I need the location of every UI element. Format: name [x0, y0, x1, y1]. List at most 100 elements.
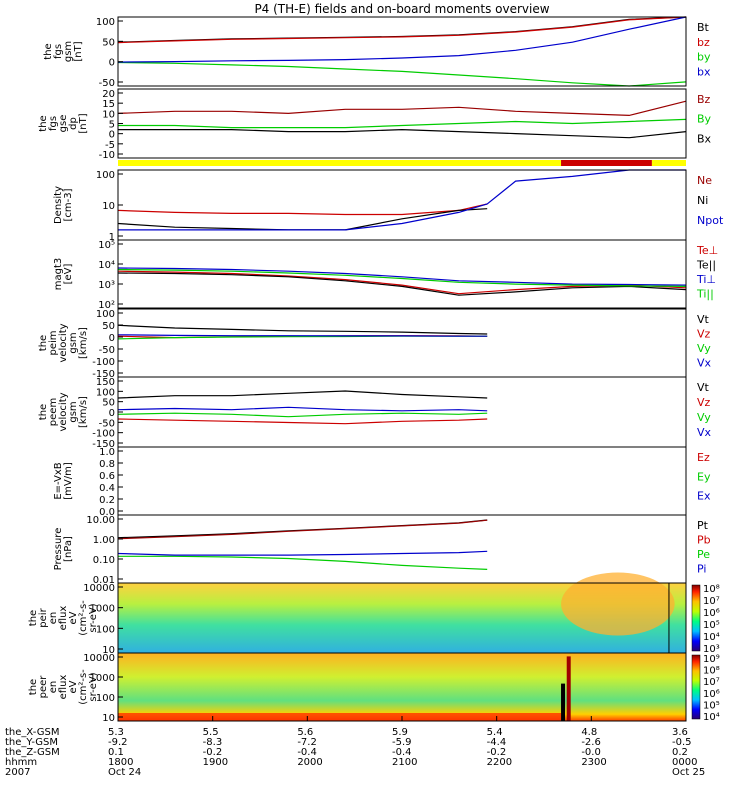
- colorbar-tick-label: 10⁸: [703, 584, 720, 595]
- y-tick-label: -100: [92, 429, 115, 440]
- legend-entry: Pe: [697, 548, 710, 561]
- y-tick-label: 1.00: [93, 535, 115, 546]
- y-tick-label: 100: [96, 170, 115, 181]
- legend-entry: By: [697, 113, 712, 126]
- colorbar-tick-label: 10⁶: [703, 608, 720, 619]
- colorbar-tick-label: 10⁴: [703, 632, 720, 643]
- colorbar: [691, 584, 701, 652]
- legend-entry: bz: [697, 36, 710, 49]
- y-tick-label: 100: [96, 387, 115, 398]
- series-line-bx: [117, 16, 687, 63]
- y-tick-label: 100: [96, 693, 115, 704]
- legend-entry: Vx: [697, 426, 712, 439]
- y-tick-label: 50: [102, 321, 115, 332]
- y-axis-label: eV: [68, 680, 79, 693]
- y-tick-label: -50: [99, 345, 115, 356]
- panel-frame: [117, 16, 687, 87]
- legend-entry: Npot: [697, 214, 724, 227]
- x-tick-label: -0.0: [581, 747, 601, 758]
- series-line-vx: [117, 334, 488, 337]
- panel-frame: [117, 239, 687, 309]
- y-tick-label: 0.4: [99, 483, 115, 494]
- y-tick-label: 150: [96, 377, 115, 388]
- legend-entry: bx: [697, 65, 711, 78]
- y-axis-label: [eV]: [63, 264, 74, 285]
- y-axis-label: en: [48, 681, 59, 694]
- x-tick-label: -0.2: [203, 747, 223, 758]
- y-tick-label: 10²: [98, 300, 115, 311]
- y-axis-label: fgs: [48, 116, 59, 131]
- legend-entry: Ez: [697, 451, 710, 464]
- series-line-bz: [117, 100, 687, 117]
- x-tick-label: 2200: [487, 757, 512, 768]
- y-tick-label: 10⁴: [98, 260, 115, 271]
- legend-entry: Bz: [697, 93, 711, 106]
- y-axis-label: E=-VxB: [53, 462, 64, 499]
- series-line-ne: [117, 203, 488, 216]
- colorbar-tick-label: 10⁸: [703, 666, 720, 677]
- y-tick-label: 0: [109, 333, 115, 344]
- panel-frame: [117, 446, 687, 516]
- y-tick-label: 5: [109, 120, 115, 131]
- y-tick-label: 0.2: [99, 495, 115, 506]
- legend-entry: Ex: [697, 490, 711, 503]
- x-tick-label: 4.8: [581, 727, 597, 738]
- series-line-vy: [117, 412, 488, 418]
- legend-entry: Pt: [697, 519, 709, 532]
- spectrogram-feature: [566, 656, 571, 721]
- y-tick-label: 20: [102, 89, 115, 100]
- series-line-bz: [117, 16, 687, 44]
- spectrogram-feature: [118, 713, 562, 721]
- x-tick-label: -2.6: [581, 737, 601, 748]
- y-axis-label: the: [38, 335, 49, 351]
- spectrogram-feature: [561, 683, 566, 721]
- x-axis-row-label: the_Z-GSM: [5, 747, 60, 758]
- y-axis-label: (cm²-s-: [78, 600, 89, 636]
- y-tick-label: 1000: [90, 673, 115, 684]
- x-tick-label: 5.5: [203, 727, 219, 738]
- y-tick-label: 100: [96, 309, 115, 320]
- y-tick-label: 100: [96, 624, 115, 635]
- series-line-pe: [118, 555, 488, 570]
- series-line-te: [117, 272, 687, 296]
- y-tick-label: 50: [102, 398, 115, 409]
- series-line-ti: [117, 267, 687, 286]
- y-tick-label: 0.01: [93, 575, 115, 586]
- mode-bar-segment: [651, 160, 686, 166]
- y-tick-label: 10000: [83, 583, 115, 594]
- figure-title: P4 (TH-E) fields and on-board moments ov…: [254, 2, 549, 16]
- x-tick-label: -5.9: [392, 737, 412, 748]
- series-line-pt: [117, 519, 488, 539]
- y-axis-label: peer: [38, 675, 49, 699]
- x-tick-label: 3.6: [672, 727, 688, 738]
- y-axis-label: sr-eV): [88, 603, 99, 632]
- y-axis-label: peem: [48, 398, 59, 426]
- series-line-bx: [118, 128, 687, 139]
- legend-entry: Bx: [697, 132, 712, 145]
- mode-bar-segment: [561, 160, 652, 166]
- spectrogram-image: [118, 653, 686, 721]
- legend-entry: Ti⊥: [696, 273, 716, 286]
- legend-entry: Vz: [697, 328, 711, 341]
- x-tick-label: Oct 25: [672, 767, 705, 778]
- colorbar-tick-label: 10⁵: [703, 620, 720, 631]
- y-tick-label: -150: [92, 369, 115, 380]
- colorbar-tick-label: 10⁶: [703, 689, 720, 700]
- x-tick-label: -9.2: [108, 737, 128, 748]
- x-tick-label: -7.2: [297, 737, 317, 748]
- x-tick-label: 2000: [297, 757, 322, 768]
- y-axis-label: velocity: [58, 323, 69, 362]
- x-tick-label: -0.4: [392, 747, 412, 758]
- y-tick-label: 0.10: [93, 555, 115, 566]
- y-axis-label: gse: [58, 115, 69, 133]
- spectrogram-feature: [561, 572, 675, 636]
- density-panel: 100 10 1 Density [cm-3] Ne Ni Npot: [53, 169, 724, 243]
- x-tick-label: -8.3: [203, 737, 223, 748]
- colorbar-tick-label: 10⁷: [703, 596, 720, 607]
- y-tick-label: 0: [109, 408, 115, 419]
